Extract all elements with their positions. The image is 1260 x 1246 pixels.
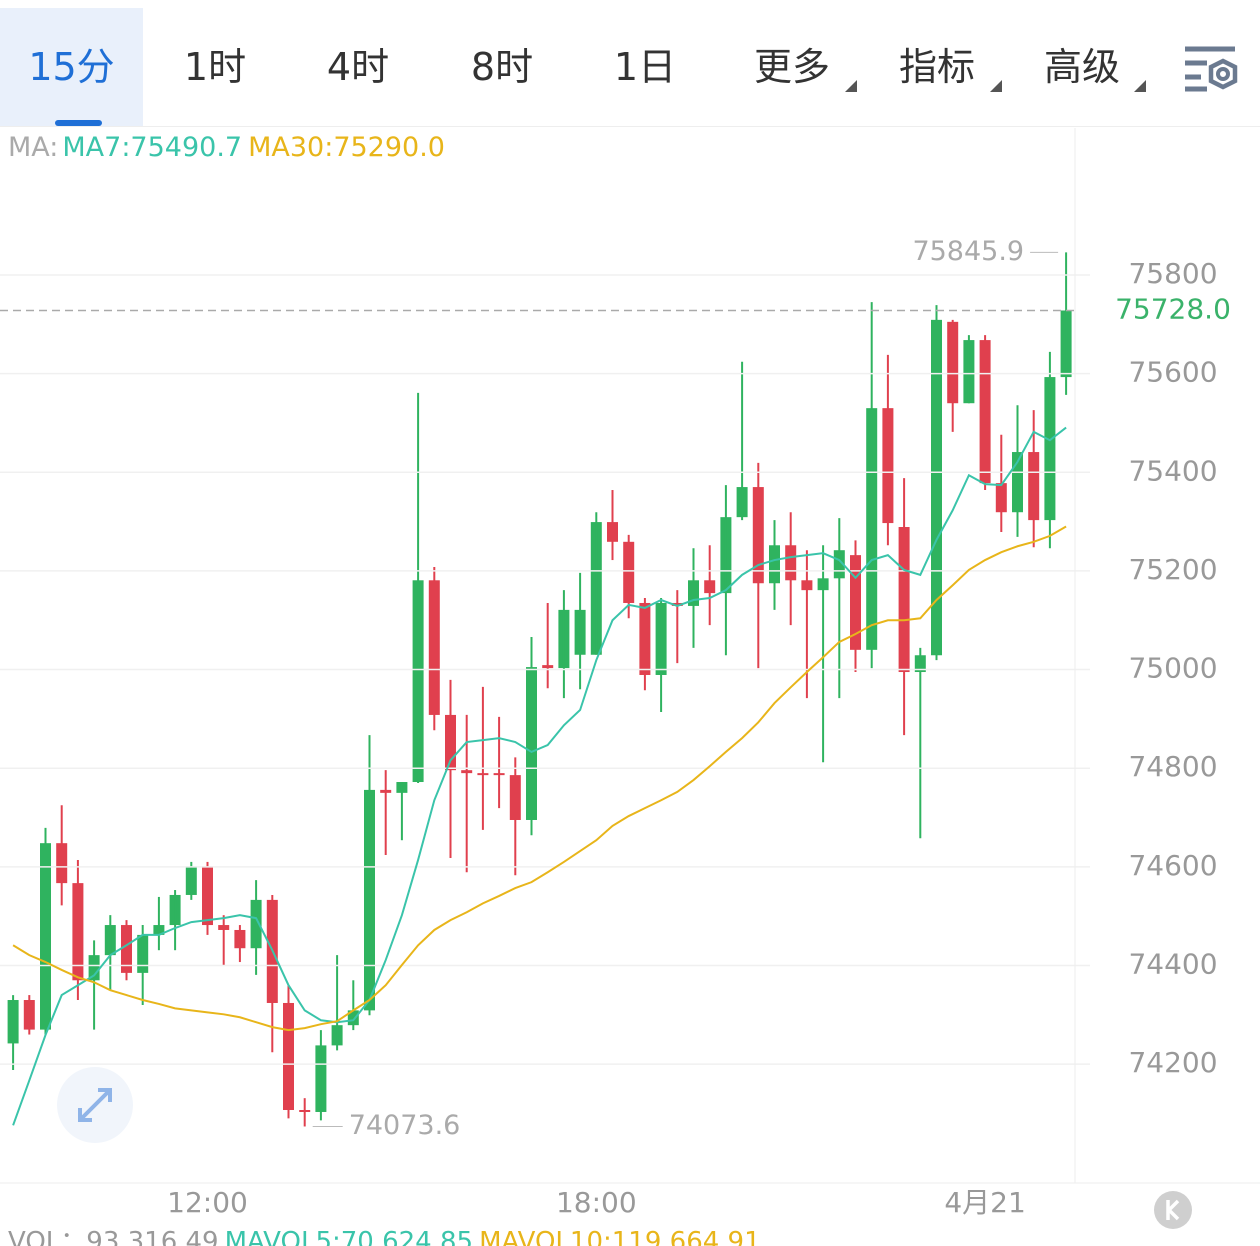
expand-icon[interactable] xyxy=(78,1088,112,1122)
volume-row: VOL：93,316.49 MAVOL5:70,624.85 MAVOL10:119… xyxy=(8,1227,761,1246)
low-label: 74073.6 xyxy=(349,1110,461,1141)
expand-button[interactable] xyxy=(57,1067,133,1143)
tab-indicator xyxy=(55,120,102,126)
settings-icon[interactable] xyxy=(1183,45,1243,95)
reset-button[interactable] xyxy=(1154,1191,1192,1229)
y-tick-label: 74400 xyxy=(1128,947,1217,980)
ma-line xyxy=(12,525,1067,1032)
reset-icon[interactable] xyxy=(1166,1199,1180,1221)
dropdown-arrow xyxy=(845,80,857,92)
y-tick-label: 75600 xyxy=(1128,356,1217,389)
reset-bg[interactable] xyxy=(1154,1191,1192,1229)
mavol5: MAVOL5:70,624.85 xyxy=(225,1227,473,1246)
tab-bar: 15分 1时 4时 8时 1日 更多 指标 高级 xyxy=(0,0,1260,127)
x-tick-label: 4月21 xyxy=(944,1186,1025,1219)
y-tick-label: 74200 xyxy=(1128,1046,1217,1079)
vol: VOL：93,316.49 xyxy=(8,1227,219,1246)
ma-legend: MA: MA7:75490.7 MA30:75290.0 xyxy=(8,132,445,163)
tab[interactable]: 4时 xyxy=(288,8,428,126)
ma30-legend: MA30:75290.0 xyxy=(248,132,445,163)
ma-line xyxy=(12,426,1067,1126)
high-label: 75845.9 xyxy=(912,236,1024,267)
y-tick-label: 75000 xyxy=(1128,652,1217,685)
last-price-label: 75728.0 xyxy=(1115,292,1231,325)
dropdown-arrow xyxy=(990,80,1002,92)
dropdown-arrow xyxy=(1134,80,1146,92)
tab[interactable]: 1时 xyxy=(145,8,285,126)
mavol10: MAVOL10:119,664.91 xyxy=(479,1227,761,1246)
y-tick-label: 75400 xyxy=(1128,454,1217,487)
tab[interactable]: 指标 xyxy=(867,8,1007,126)
ma7-legend: MA7:75490.7 xyxy=(62,132,242,163)
y-tick-label: 75800 xyxy=(1128,257,1217,290)
y-tick-label: 75200 xyxy=(1128,553,1217,586)
tab[interactable]: 15分 xyxy=(0,8,143,126)
tab[interactable]: 更多 xyxy=(722,8,862,126)
x-tick-label: 12:00 xyxy=(167,1186,248,1219)
y-tick-label: 74600 xyxy=(1128,849,1217,882)
x-tick-label: 18:00 xyxy=(556,1186,637,1219)
tab[interactable]: 8时 xyxy=(432,8,572,126)
tab[interactable]: 高级 xyxy=(1012,8,1152,126)
y-tick-label: 74800 xyxy=(1128,750,1217,783)
tab[interactable]: 1日 xyxy=(575,8,715,126)
ma-prefix: MA: xyxy=(8,132,58,163)
